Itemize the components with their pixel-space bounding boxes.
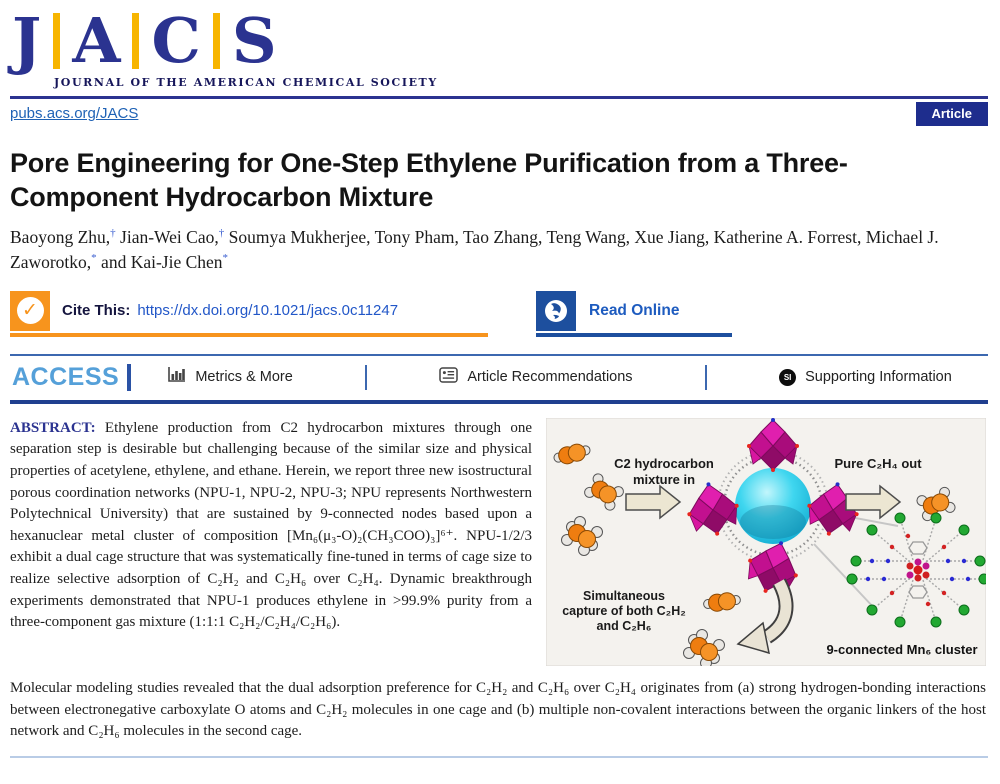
cite-this-button[interactable]: ✓ Cite This: https://dx.doi.org/10.1021/…: [10, 290, 488, 337]
logo-divider-bar: [53, 13, 61, 69]
capture-label-line3: and C₂H₆: [597, 619, 652, 633]
access-link[interactable]: ACCESS: [12, 362, 120, 391]
framework-cage: [682, 417, 864, 602]
subheader: pubs.acs.org/JACS Article: [10, 102, 988, 126]
access-bar: ACCESS Metrics & More: [10, 353, 988, 404]
doi-link[interactable]: https://dx.doi.org/10.1021/jacs.0c11247: [137, 302, 399, 320]
author-affiliation-marker: *: [91, 252, 97, 265]
logo-divider-bar: [212, 13, 220, 69]
article-card-icon: [439, 367, 459, 388]
logo-letter-a: A: [72, 4, 121, 77]
article-recommendations-link[interactable]: Article Recommendations: [439, 367, 633, 388]
divider: [365, 364, 368, 390]
author-list: Baoyong Zhu,† Jian-Wei Cao,† Soumya Mukh…: [10, 227, 939, 273]
cite-bar: ✓ Cite This: https://dx.doi.org/10.1021/…: [10, 290, 988, 337]
capture-label-line2: capture of both C₂H₂: [562, 604, 686, 618]
globe-icon: [536, 290, 576, 331]
article-type-badge: Article: [915, 102, 988, 126]
pure-out-label: Pure C₂H₄ out: [834, 456, 922, 471]
read-online-label: Read Online: [589, 301, 680, 319]
graphical-abstract: C2 hydrocarbon mixture in Pure C₂H₄ out: [545, 417, 990, 671]
header-rule: [10, 96, 988, 99]
graphical-abstract-image: C2 hydrocarbon mixture in Pure C₂H₄ out: [545, 417, 990, 669]
author-affiliation-marker: †: [110, 227, 116, 240]
si-circle-icon: SI: [779, 368, 797, 386]
read-online-button[interactable]: Read Online: [536, 290, 732, 337]
author-affiliation-marker: *: [222, 252, 229, 265]
header: J A C S JOURNAL OF THE AMERICAN CHEMICAL…: [10, 8, 988, 126]
article-title: Pore Engineering for One-Step Ethylene P…: [10, 148, 848, 213]
logo-letter-c: C: [151, 4, 201, 77]
author-affiliation-marker: †: [218, 227, 225, 240]
jacs-logo: J A C S: [12, 8, 988, 74]
mn6-cluster: [846, 512, 990, 628]
abstract-paragraph: ABSTRACT: Ethylene production from C2 hy…: [10, 418, 532, 671]
capture-label-line1: Simultaneous: [583, 589, 665, 603]
journal-tagline: JOURNAL OF THE AMERICAN CHEMICAL SOCIETY: [54, 76, 438, 89]
cite-this-label: Cite This:: [62, 302, 131, 320]
curved-capture-arrow: [736, 578, 794, 654]
logo-letter-s: S: [231, 4, 277, 77]
mixture-in-label-line2: mixture in: [633, 472, 695, 487]
abstract-section: ABSTRACT: Ethylene production from C2 hy…: [10, 417, 990, 671]
bottom-rule: [10, 756, 988, 759]
access-cursor-bar: [127, 363, 132, 391]
divider: [704, 364, 707, 390]
journal-url-link[interactable]: pubs.acs.org/JACS: [10, 105, 139, 122]
mn6-cluster-label: 9-connected Mn₆ cluster: [826, 642, 977, 657]
logo-letter-j: J: [12, 4, 42, 77]
supporting-information-link[interactable]: SI Supporting Information: [779, 368, 952, 386]
abstract-label: ABSTRACT:: [10, 419, 96, 436]
abstract-body: Ethylene production from C2 hydrocarbon …: [10, 419, 532, 631]
metrics-and-more-link[interactable]: Metrics & More: [167, 366, 293, 388]
abstract-continuation: Molecular modeling studies revealed that…: [10, 679, 986, 740]
mixture-in-label-line1: C2 hydrocarbon: [614, 456, 714, 471]
checkmark-icon: ✓: [10, 290, 50, 331]
logo-divider-bar: [132, 13, 140, 69]
bar-chart-icon: [167, 366, 186, 388]
